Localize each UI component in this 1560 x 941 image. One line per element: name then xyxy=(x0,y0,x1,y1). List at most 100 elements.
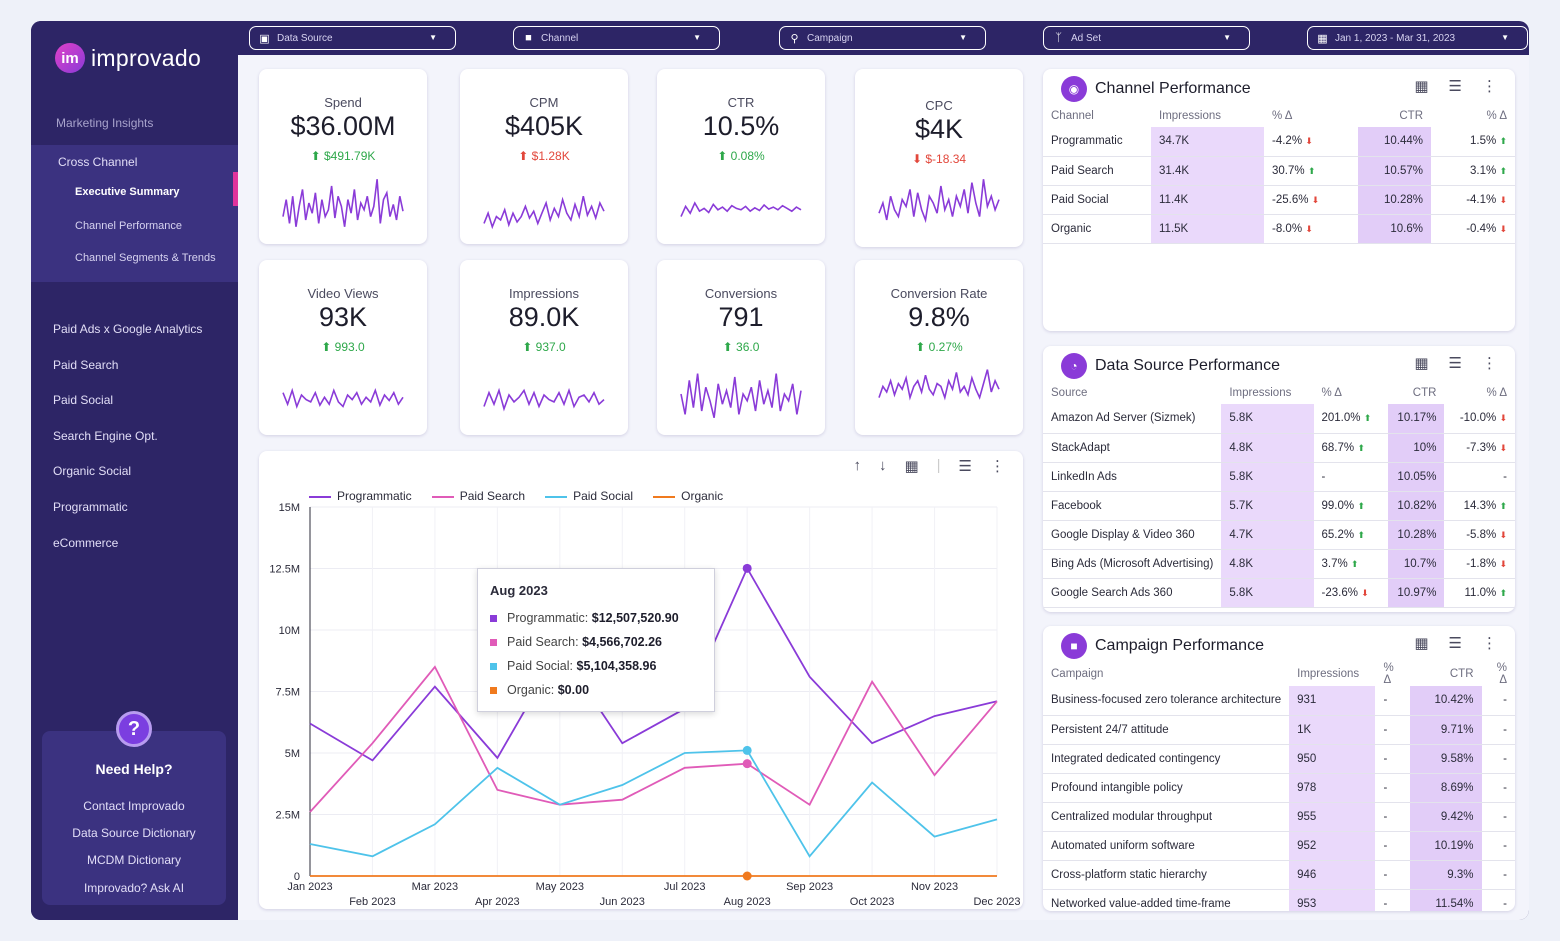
table-row[interactable]: StackAdapt 4.8K 68.7% ⬆ 10% -7.3% ⬇ xyxy=(1043,433,1515,463)
column-header[interactable]: CTR xyxy=(1399,110,1423,122)
table-row[interactable]: Centralized modular throughput 955-9.42% - xyxy=(1043,802,1515,832)
column-header[interactable]: % Δ xyxy=(1496,662,1507,686)
table-row[interactable]: Networked value-added time-frame 953-11.5… xyxy=(1043,889,1515,911)
kpi-card-cpm: CPM $405K ⬆ $1.28K xyxy=(460,69,628,244)
chart-settings-icon[interactable]: ▦ xyxy=(904,458,919,475)
delta-cell: - xyxy=(1313,462,1388,492)
column-header[interactable]: % Δ xyxy=(1383,662,1394,686)
ctr-cell: 10.05% xyxy=(1387,462,1445,492)
chevron-down-icon: ▼ xyxy=(1501,33,1509,42)
series-line[interactable] xyxy=(309,566,998,762)
line-chart[interactable]: 0 2.5M 5M 7.5M 10M 12.5M 15M Jan 2023 Feb 2023 Ma… xyxy=(259,451,1023,909)
table-row[interactable]: Paid Social 11.4K -25.6% ⬇ 10.28% -4.1% ⬇ xyxy=(1043,185,1515,215)
sidebar-item-channel-segments[interactable]: Channel Segments & Trends xyxy=(75,252,216,264)
table-row[interactable]: LinkedIn Ads 5.8K -10.05% - xyxy=(1043,462,1515,492)
table-row[interactable]: Amazon Ad Server (Sizmek) 5.8K 201.0% ⬆ 10.… xyxy=(1043,404,1515,434)
more-options-icon[interactable]: ⋮ xyxy=(1482,635,1497,652)
table-row[interactable]: Integrated dedicated contingency 950-9.58… xyxy=(1043,744,1515,774)
row-label: Organic xyxy=(1043,214,1151,244)
column-header[interactable]: % Δ xyxy=(1486,110,1507,122)
column-header[interactable]: % Δ xyxy=(1321,387,1342,399)
data-point[interactable] xyxy=(742,759,752,769)
sidebar-item-organic-social[interactable]: Organic Social xyxy=(53,464,132,478)
series-line[interactable] xyxy=(309,665,998,813)
column-header[interactable]: Impressions xyxy=(1297,668,1360,680)
table-row[interactable]: Business-focused zero tolerance architec… xyxy=(1043,686,1515,716)
question-icon[interactable]: ? xyxy=(116,711,152,747)
sidebar-item-executive-summary[interactable]: Executive Summary xyxy=(75,186,180,198)
ctr-cell: 10.17% xyxy=(1387,404,1445,434)
filter-icon[interactable]: ☰ xyxy=(1448,355,1462,372)
table-row[interactable]: Bing Ads (Microsoft Advertising) 4.8K 3.7%… xyxy=(1043,549,1515,579)
sidebar-item-channel-performance[interactable]: Channel Performance xyxy=(75,220,183,232)
help-link-ask-ai[interactable]: Improvado? Ask AI xyxy=(83,881,185,895)
table-row[interactable]: Google Display & Video 360 4.7K 65.2% ⬆ 10.… xyxy=(1043,520,1515,550)
sidebar-item-seo[interactable]: Search Engine Opt. xyxy=(53,429,158,443)
filter-channel[interactable]: ■ Channel ▼ xyxy=(513,26,720,50)
help-link-data-source-dictionary[interactable]: Data Source Dictionary xyxy=(72,826,196,840)
legend-item[interactable]: Paid Search xyxy=(431,489,525,503)
arrow-up-icon: ⬆ xyxy=(1357,442,1365,453)
row-label: Programmatic xyxy=(1043,127,1151,157)
column-header[interactable]: Impressions xyxy=(1229,387,1292,399)
chart-settings-icon[interactable]: ▦ xyxy=(1414,78,1429,95)
table-row[interactable]: Persistent 24/7 attitude 1K -9.71% - xyxy=(1043,715,1515,745)
sidebar-item-ecommerce[interactable]: eCommerce xyxy=(53,536,119,550)
sparkline xyxy=(878,179,1000,224)
table-row[interactable]: Automated uniform software 952-10.19% - xyxy=(1043,831,1515,861)
more-options-icon[interactable]: ⋮ xyxy=(1482,78,1497,95)
help-link-contact[interactable]: Contact Improvado xyxy=(83,799,185,813)
filter-icon[interactable]: ☰ xyxy=(1448,78,1462,95)
column-header[interactable]: CTR xyxy=(1449,668,1474,680)
table-row[interactable]: Paid Search 31.4K 30.7% ⬆ 10.57% 3.1% ⬆ xyxy=(1043,156,1515,186)
x-tick-label: Jan 2023 xyxy=(287,881,332,893)
column-header[interactable]: Campaign xyxy=(1051,668,1104,680)
panel-toolbar: ▦ ☰ ⋮ xyxy=(1414,77,1497,95)
table-row[interactable]: Cross-platform static hierarchy 946-9.3% - xyxy=(1043,860,1515,890)
data-point[interactable] xyxy=(742,563,752,573)
logo[interactable]: im improvado xyxy=(55,43,201,73)
kpi-delta: ⬆ 36.0 xyxy=(722,340,760,354)
table-row[interactable]: Organic 11.5K -8.0% ⬇ 10.6% -0.4% ⬇ xyxy=(1043,214,1515,244)
table-row[interactable]: Programmatic 34.7K -4.2% ⬇ 10.44% 1.5% ⬆ xyxy=(1043,127,1515,157)
help-link-mcdm-dictionary[interactable]: MCDM Dictionary xyxy=(86,853,181,867)
column-header[interactable]: Channel xyxy=(1051,110,1094,122)
column-header[interactable]: Source xyxy=(1051,387,1088,399)
delta-cell: - xyxy=(1375,802,1410,832)
kpi-delta: ⬆ 0.08% xyxy=(717,149,765,163)
sidebar-item-paid-search[interactable]: Paid Search xyxy=(53,358,119,372)
data-point[interactable] xyxy=(742,871,752,881)
data-point[interactable] xyxy=(742,745,752,755)
more-options-icon[interactable]: ⋮ xyxy=(1482,355,1497,372)
sidebar-item-paid-social[interactable]: Paid Social xyxy=(53,393,114,407)
filter-icon[interactable]: ☰ xyxy=(958,458,972,475)
sidebar-item-programmatic[interactable]: Programmatic xyxy=(53,500,128,514)
delta-cell: 99.0% ⬆ xyxy=(1313,491,1388,521)
filter-campaign[interactable]: ⚲ Campaign ▼ xyxy=(779,26,986,50)
filter-ad-set[interactable]: ᛉ Ad Set ▼ xyxy=(1043,26,1250,50)
table-row[interactable]: Google Search Ads 360 5.8K -23.6% ⬇ 10.97% 1… xyxy=(1043,578,1515,608)
filter-date-range[interactable]: ▦ Jan 1, 2023 - Mar 31, 2023 ▼ xyxy=(1307,26,1528,50)
column-header[interactable]: Impressions xyxy=(1159,110,1221,122)
sort-descending-icon[interactable]: ↓ xyxy=(878,457,887,474)
chart-settings-icon[interactable]: ▦ xyxy=(1414,355,1429,372)
chart-settings-icon[interactable]: ▦ xyxy=(1414,635,1429,652)
filter-icon[interactable]: ☰ xyxy=(1448,635,1462,652)
legend-item[interactable]: Organic xyxy=(653,489,723,503)
ctr-cell: 10% xyxy=(1387,433,1445,463)
filter-data-source[interactable]: ▣ Data Source ▼ xyxy=(249,26,456,50)
table-row[interactable]: Facebook 5.7K 99.0% ⬆ 10.82% 14.3% ⬆ xyxy=(1043,491,1515,521)
column-header[interactable]: % Δ xyxy=(1486,387,1507,399)
column-header[interactable]: CTR xyxy=(1412,387,1437,399)
x-tick-label: Jul 2023 xyxy=(664,881,706,893)
chart-legend: Programmatic Paid Search Paid Social Org… xyxy=(309,489,723,503)
more-options-icon[interactable]: ⋮ xyxy=(990,458,1005,475)
legend-item[interactable]: Programmatic xyxy=(309,489,412,503)
sidebar-item-cross-channel[interactable]: Cross Channel xyxy=(58,155,138,169)
series-line[interactable] xyxy=(309,749,998,858)
sidebar-item-paid-ads-ga[interactable]: Paid Ads x Google Analytics xyxy=(53,322,203,336)
sort-ascending-icon[interactable]: ↑ xyxy=(853,457,861,474)
table-row[interactable]: Profound intangible policy 978-8.69% - xyxy=(1043,773,1515,803)
legend-item[interactable]: Paid Social xyxy=(545,489,633,503)
column-header[interactable]: % Δ xyxy=(1272,110,1293,122)
